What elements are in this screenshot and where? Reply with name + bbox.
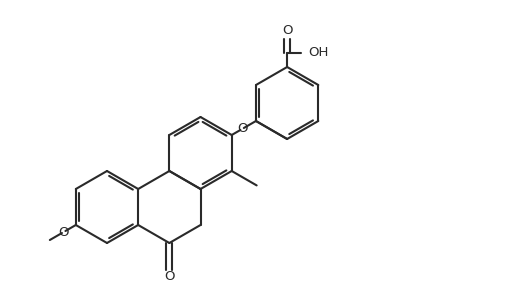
Text: O: O	[281, 24, 292, 38]
Text: O: O	[59, 226, 69, 238]
Text: O: O	[236, 122, 247, 136]
Text: OH: OH	[308, 46, 328, 60]
Text: O: O	[164, 271, 174, 283]
